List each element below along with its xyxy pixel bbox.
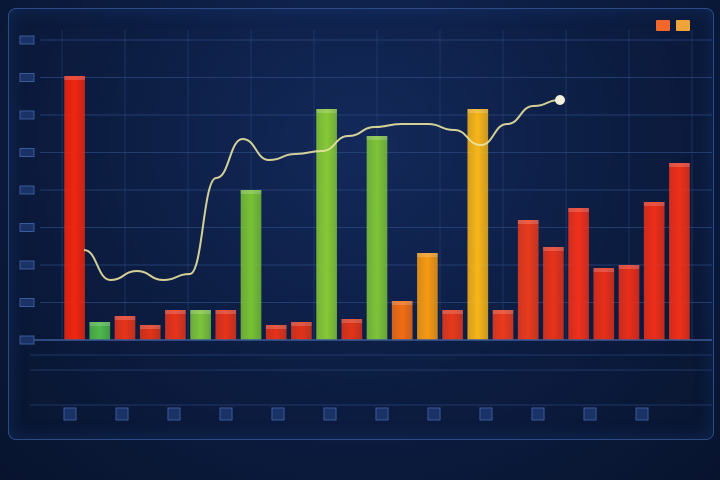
- bar: [391, 301, 413, 340]
- bar: [190, 310, 211, 340]
- bar: [316, 109, 337, 340]
- x-tick-mark: [271, 407, 285, 421]
- bar: [643, 202, 665, 340]
- bar-highlight: [341, 319, 363, 323]
- bar-highlight: [543, 247, 564, 251]
- bar-highlight: [190, 310, 211, 314]
- trend-line-endpoint: [555, 95, 565, 105]
- grid-lines: [30, 30, 712, 406]
- x-tick-mark: [167, 407, 181, 421]
- bar-highlight: [165, 310, 186, 314]
- y-tick-mark: [19, 223, 35, 232]
- bars: [64, 76, 690, 340]
- bar-highlight: [391, 301, 413, 305]
- y-tick-mark: [19, 110, 35, 120]
- bar: [442, 310, 463, 340]
- bar: [417, 253, 438, 340]
- bar: [568, 208, 589, 340]
- bar-highlight: [366, 136, 388, 140]
- bar: [64, 76, 85, 340]
- x-axis: [30, 339, 712, 421]
- x-tick-mark: [583, 407, 597, 421]
- bar: [165, 310, 186, 340]
- x-tick-mark: [219, 407, 233, 421]
- bar-highlight: [265, 325, 287, 329]
- x-tick-mark: [479, 407, 493, 421]
- legend-chip-1: [656, 20, 670, 31]
- legend-chip-2: [676, 20, 690, 31]
- y-tick-mark: [19, 335, 35, 345]
- bar-highlight: [618, 265, 640, 269]
- bar-highlight: [492, 310, 514, 314]
- bar: [139, 325, 161, 340]
- legend: [656, 20, 690, 31]
- bar-highlight: [89, 322, 111, 326]
- chart-frame: [8, 8, 714, 440]
- bar-highlight: [139, 325, 161, 329]
- bar: [593, 268, 615, 340]
- bar-highlight: [64, 76, 85, 80]
- bar: [366, 136, 388, 340]
- x-tick-mark: [323, 407, 337, 421]
- bar-highlight: [240, 190, 262, 194]
- bar: [341, 319, 363, 340]
- bar: [492, 310, 514, 340]
- bar-highlight: [215, 310, 237, 314]
- bar: [467, 109, 489, 340]
- bar-highlight: [114, 316, 136, 320]
- bar: [114, 316, 136, 340]
- x-tick-mark: [427, 407, 441, 421]
- bar: [291, 322, 312, 340]
- bar-highlight: [643, 202, 665, 206]
- y-tick-mark: [19, 260, 35, 270]
- y-tick-mark: [19, 185, 35, 195]
- bar-highlight: [593, 268, 615, 272]
- bar: [240, 190, 262, 340]
- bar: [543, 247, 564, 340]
- y-tick-mark: [19, 73, 35, 82]
- y-tick-mark: [19, 298, 35, 307]
- x-tick-mark: [635, 407, 649, 421]
- bar-highlight: [467, 109, 489, 113]
- bar: [215, 310, 237, 340]
- bar-highlight: [316, 109, 337, 113]
- bar: [618, 265, 640, 340]
- y-axis: [19, 35, 35, 345]
- bar-highlight: [517, 220, 539, 224]
- trend-line: [83, 95, 565, 282]
- bar: [89, 322, 111, 340]
- bar: [265, 325, 287, 340]
- bar: [517, 220, 539, 340]
- x-tick-mark: [63, 407, 77, 421]
- bar-highlight: [291, 322, 312, 326]
- bar-highlight: [568, 208, 589, 212]
- bar-highlight: [442, 310, 463, 314]
- y-tick-mark: [19, 148, 35, 157]
- bar-highlight: [417, 253, 438, 257]
- x-tick-mark: [375, 407, 389, 421]
- x-tick-mark: [531, 407, 545, 421]
- bar-highlight: [669, 163, 690, 167]
- bar: [669, 163, 690, 340]
- trend-line-path: [83, 99, 561, 282]
- x-tick-mark: [115, 407, 129, 421]
- y-tick-mark: [19, 35, 35, 45]
